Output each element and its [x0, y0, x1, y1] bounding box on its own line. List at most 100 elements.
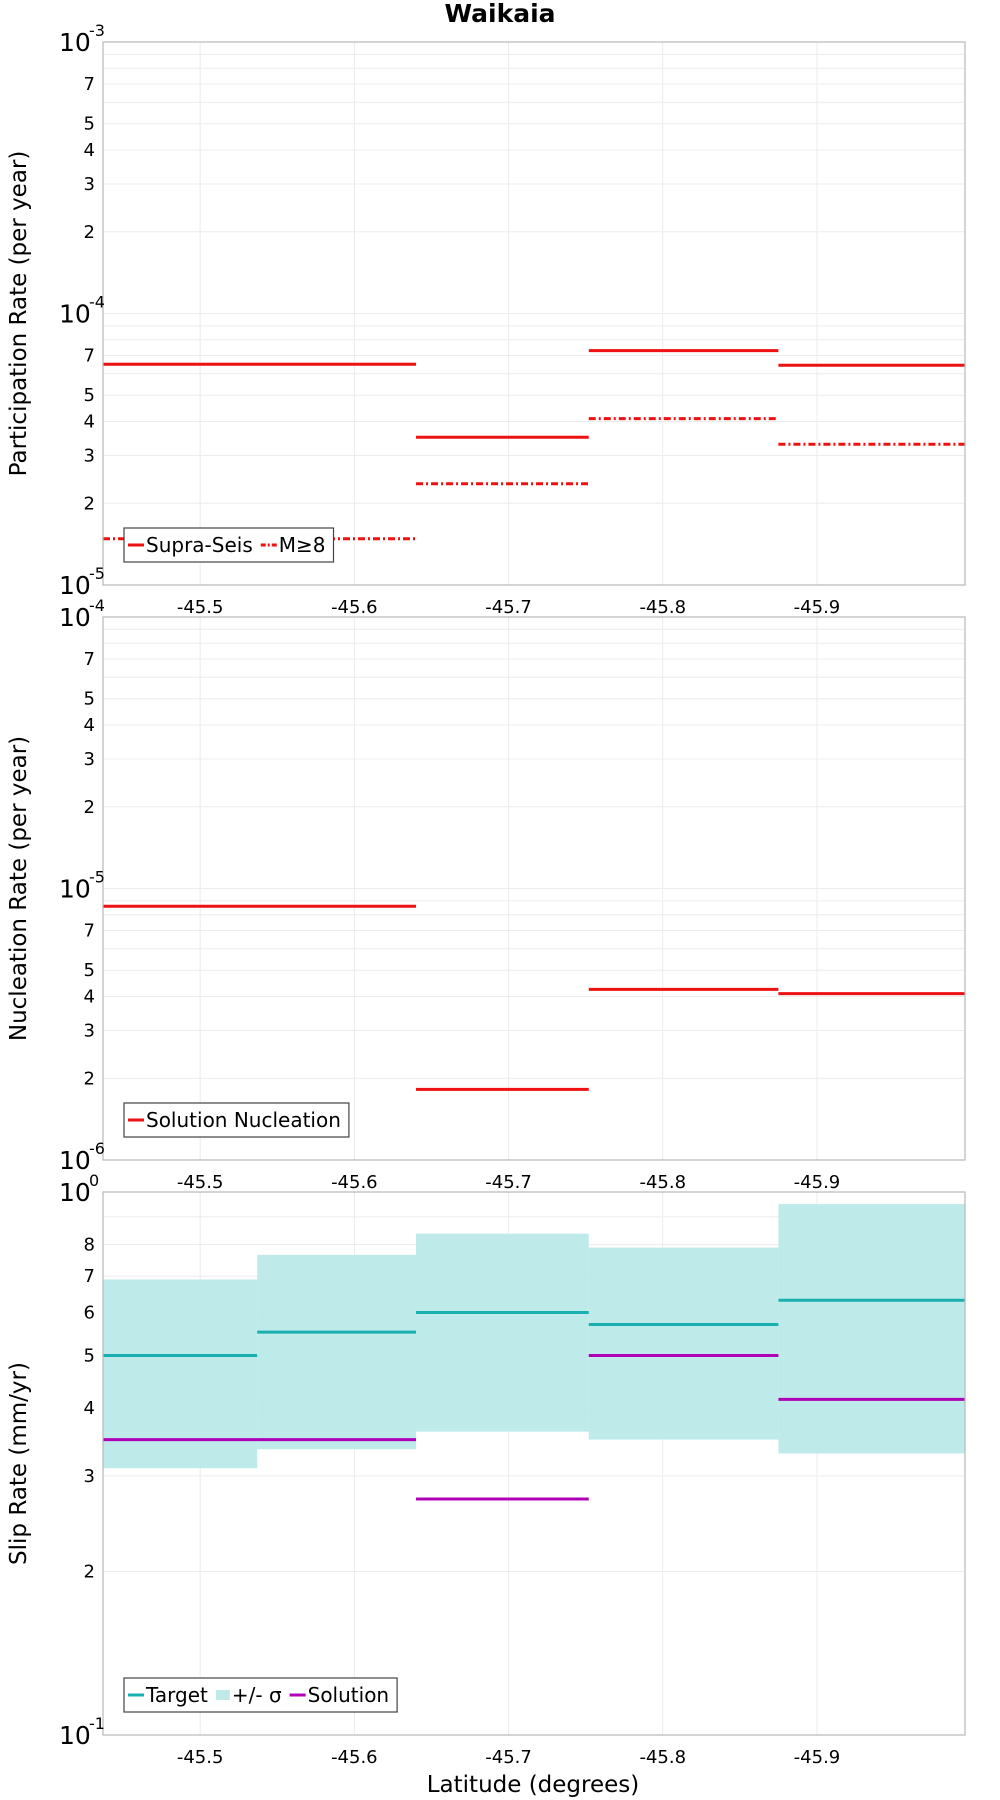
decade-exponent: -3	[89, 21, 105, 40]
decade-exponent: -5	[89, 868, 105, 887]
x-tick-label: -45.8	[639, 1172, 686, 1193]
plot-frame	[102, 1191, 966, 1736]
y-tick-label: 5	[84, 1345, 95, 1366]
y-tick-label: 7	[84, 1266, 95, 1287]
x-tick-label: -45.9	[794, 597, 841, 618]
legend-swatch	[215, 1690, 230, 1700]
y-decade-label: 10-5	[59, 564, 105, 600]
y-decade-label: 100	[59, 1171, 99, 1207]
y-decade-label: 10-6	[59, 1139, 105, 1175]
decade-exponent: -1	[89, 1714, 105, 1733]
x-tick-label: -45.8	[639, 1747, 686, 1768]
decade-base: 10	[59, 1146, 91, 1175]
x-tick-label: -45.6	[331, 1747, 378, 1768]
y-decade-label: 10-4	[59, 596, 105, 632]
band-segment	[778, 1204, 965, 1454]
y-tick-label: 3	[84, 749, 95, 770]
legend-box	[123, 1677, 398, 1713]
y-decade-label: 10-5	[59, 868, 105, 904]
y-tick-label: 4	[84, 412, 95, 433]
y-tick-label: 5	[84, 960, 95, 981]
band-segment	[416, 1233, 589, 1432]
y-axis-label: Slip Rate (mm/yr)	[6, 1362, 32, 1565]
decade-base: 10	[59, 571, 91, 600]
y-tick-label: 3	[84, 174, 95, 195]
y-decade-label: 10-1	[59, 1714, 105, 1750]
y-tick-label: 7	[84, 346, 95, 367]
legend: Target +/- σ Solution	[123, 1677, 398, 1713]
decade-base: 10	[59, 300, 91, 329]
legend-label: Solution Nucleation	[146, 1108, 341, 1132]
x-tick-label: -45.9	[794, 1747, 841, 1768]
x-tick-label: -45.6	[331, 1172, 378, 1193]
x-tick-label: -45.5	[177, 1172, 224, 1193]
band--	[103, 1204, 965, 1469]
legend-box	[123, 1102, 350, 1138]
y-tick-label: 3	[84, 445, 95, 466]
y-tick-label: 2	[84, 222, 95, 243]
series-solution-nucleation	[103, 904, 965, 1091]
y-tick-label: 2	[84, 797, 95, 818]
legend-label: Supra-Seis	[146, 533, 253, 557]
decade-exponent: -5	[89, 564, 105, 583]
y-tick-label: 4	[84, 1398, 95, 1419]
y-tick-label: 8	[84, 1235, 95, 1256]
band-segment	[588, 1247, 779, 1440]
y-decade-label: 10-4	[59, 293, 105, 329]
decade-exponent: -4	[89, 596, 105, 615]
horizontal-gridlines	[103, 41, 965, 586]
horizontal-gridlines	[103, 616, 965, 1161]
y-tick-label: 7	[84, 649, 95, 670]
series-target	[103, 1298, 965, 1357]
y-tick-label: 4	[84, 987, 95, 1008]
plot-frame	[102, 616, 966, 1161]
decade-exponent: -6	[89, 1139, 105, 1158]
y-tick-label: 5	[84, 114, 95, 135]
x-tick-label: -45.6	[331, 597, 378, 618]
y-tick-label: 4	[84, 715, 95, 736]
y-tick-label: 3	[84, 1020, 95, 1041]
y-tick-label: 2	[84, 1562, 95, 1583]
y-tick-label: 2	[84, 1068, 95, 1089]
decade-base: 10	[59, 1178, 91, 1207]
x-tick-label: -45.9	[794, 1172, 841, 1193]
decade-exponent: -4	[89, 293, 105, 312]
y-tick-label: 6	[84, 1302, 95, 1323]
band-segment	[257, 1254, 417, 1450]
legend-label: M≥8	[279, 533, 326, 557]
x-axis-label: Latitude (degrees)	[427, 1772, 640, 1798]
legend: Solution Nucleation	[123, 1102, 350, 1138]
x-tick-label: -45.7	[485, 1747, 532, 1768]
decade-base: 10	[59, 875, 91, 904]
decade-exponent: 0	[89, 1171, 99, 1190]
legend-label: Solution	[308, 1683, 389, 1707]
decade-base: 10	[59, 603, 91, 632]
legend-label: +/- σ	[232, 1683, 282, 1707]
decade-base: 10	[59, 28, 91, 57]
band-segment	[103, 1279, 258, 1469]
y-decade-label: 10-3	[59, 21, 105, 57]
plot-frame	[102, 41, 966, 586]
y-tick-label: 4	[84, 140, 95, 161]
y-axis-label: Nucleation Rate (per year)	[6, 736, 32, 1041]
y-axis-label: Participation Rate (per year)	[6, 151, 32, 477]
legend: Supra-Seis M≥8	[123, 527, 335, 563]
x-tick-label: -45.8	[639, 597, 686, 618]
series-solution	[103, 1353, 965, 1501]
x-tick-label: -45.7	[485, 597, 532, 618]
y-tick-label: 7	[84, 921, 95, 942]
x-tick-label: -45.5	[177, 597, 224, 618]
y-tick-label: 5	[84, 385, 95, 406]
series-supra-seis	[103, 349, 965, 439]
x-tick-label: -45.7	[485, 1172, 532, 1193]
y-tick-label: 5	[84, 689, 95, 710]
x-tick-label: -45.5	[177, 1747, 224, 1768]
y-tick-label: 7	[84, 74, 95, 95]
chart-title: Waikaia	[444, 0, 555, 28]
legend-label: Target	[145, 1683, 208, 1707]
decade-base: 10	[59, 1721, 91, 1750]
y-tick-label: 3	[84, 1466, 95, 1487]
